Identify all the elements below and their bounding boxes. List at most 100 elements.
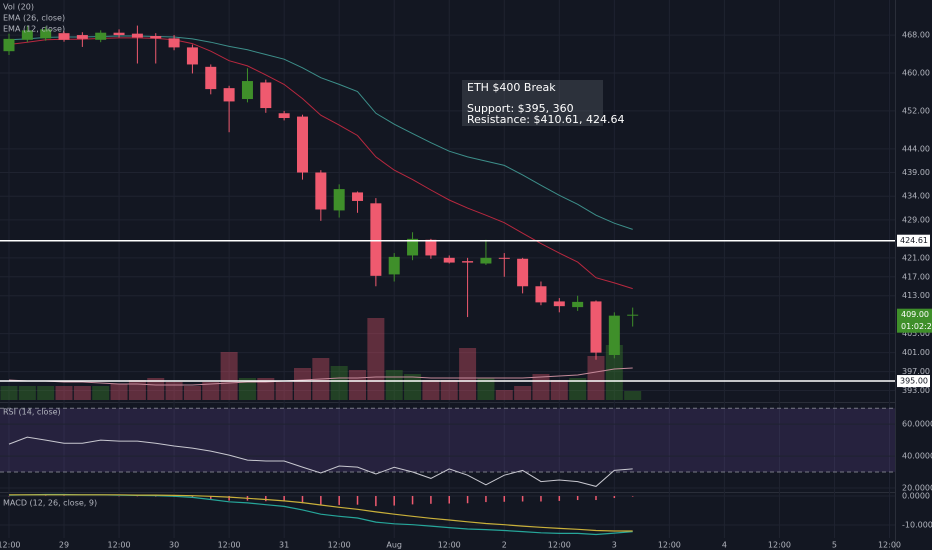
y-tick-label: 417.00 — [902, 272, 930, 281]
level-label: 395.00 — [900, 377, 928, 386]
volume-bar — [385, 370, 403, 400]
candle-body — [58, 33, 70, 40]
level-label-box — [897, 234, 930, 247]
x-tick-label: 12:00 — [438, 541, 461, 550]
y-tick-label: 439.00 — [902, 168, 930, 177]
volume-bar — [459, 348, 477, 400]
volume-bar — [147, 378, 165, 400]
candle-body — [113, 32, 125, 36]
y-tick-label: 397.00 — [902, 367, 930, 376]
volume-bar — [624, 391, 642, 400]
candle-body — [223, 88, 235, 102]
pane-label: RSI (14, close) — [3, 408, 61, 417]
pane-label: MACD (12, 26, close, 9) — [3, 499, 97, 508]
last-price-box — [897, 308, 932, 333]
y-tick-label: 393.00 — [902, 386, 930, 395]
y-tick-label: 476.00 — [902, 0, 930, 2]
volume-bar — [37, 386, 55, 400]
candle-body — [443, 257, 455, 263]
candle-body — [205, 66, 217, 90]
volume-bar — [587, 356, 605, 400]
candle-body — [480, 257, 492, 264]
candle-body — [535, 286, 547, 303]
volume-bar — [477, 378, 495, 400]
pane-label: ETH $400 Break — [467, 81, 556, 94]
candle-body — [517, 258, 529, 287]
candle-body — [370, 203, 382, 276]
candle-body — [260, 82, 272, 109]
macd-histogram-bar — [540, 495, 542, 502]
candle-body — [168, 38, 180, 48]
x-tick-label: 5 — [832, 541, 837, 550]
x-tick-label: 12:00 — [0, 541, 21, 550]
macd-histogram-bar — [393, 495, 395, 506]
volume-bar — [440, 380, 458, 400]
x-tick-label: 12:00 — [878, 541, 901, 550]
last-price-label: 409.00 — [901, 310, 929, 319]
macd-histogram-bar — [448, 495, 450, 504]
pane-label: EMA (26, close) — [3, 14, 65, 23]
x-tick-label: Aug — [386, 541, 402, 550]
macd-histogram-bar — [228, 495, 230, 501]
pane-label: Resistance: $410.61, 424.64 — [467, 113, 624, 126]
macd-histogram-bar — [430, 495, 432, 504]
volume-bar — [330, 366, 348, 400]
y-tick-label: -10.0000 — [902, 520, 932, 529]
macd-histogram-bar — [210, 495, 212, 500]
candle-body — [40, 29, 52, 39]
y-tick-label: 60.0000 — [902, 420, 932, 429]
rsi-band — [0, 408, 895, 473]
candle-body — [76, 35, 88, 39]
candle-body — [608, 315, 620, 355]
volume-bar — [128, 380, 146, 400]
ema-line — [8, 37, 633, 290]
volume-bar — [220, 352, 238, 400]
candle-body — [590, 301, 602, 353]
macd-histogram-bar — [576, 495, 579, 501]
y-tick-label: 421.00 — [902, 253, 930, 262]
y-tick-label: 468.00 — [902, 31, 930, 40]
macd-histogram-bar — [485, 495, 487, 503]
y-tick-label: 452.00 — [902, 106, 930, 115]
x-tick-label: 29 — [59, 541, 69, 550]
volume-bar — [275, 382, 293, 400]
y-tick-label: 0.0000 — [902, 491, 930, 500]
volume-bar — [293, 368, 311, 400]
pane-label: EMA (12, close) — [3, 25, 65, 34]
macd-histogram-bar — [503, 495, 506, 502]
candle-body — [407, 238, 419, 256]
y-tick-label: 460.00 — [902, 68, 930, 77]
y-tick-label: 434.00 — [902, 192, 930, 201]
candle-body — [425, 239, 437, 256]
volume-bar — [92, 386, 110, 400]
macd-histogram-bar — [466, 495, 469, 504]
macd-histogram-bar — [375, 495, 377, 507]
x-tick-label: 12:00 — [768, 541, 791, 550]
y-tick-label: 413.00 — [902, 291, 930, 300]
rsi-line — [8, 436, 633, 487]
macd-line — [9, 494, 633, 532]
pane-label: Vol (20) — [3, 3, 34, 12]
candle-body — [186, 47, 198, 65]
volume-bar — [514, 386, 532, 400]
volume-bar — [422, 380, 440, 400]
candle-body — [296, 116, 308, 173]
candle-body — [150, 36, 162, 39]
candle-body — [3, 38, 15, 52]
volume-bar — [238, 378, 256, 400]
macd-histogram-bar — [320, 495, 322, 506]
y-tick-label: 401.00 — [902, 348, 930, 357]
level-label: 424.61 — [900, 236, 928, 245]
x-tick-label: 2 — [502, 541, 507, 550]
candle-body — [95, 32, 107, 40]
y-tick-label: 405.00 — [902, 329, 930, 338]
macd-histogram-bar — [411, 495, 414, 505]
macd-histogram-bar — [595, 495, 597, 501]
volume-bar — [532, 374, 550, 400]
candle-body — [553, 301, 565, 307]
candle-body — [278, 113, 290, 119]
countdown-label: 01:02:25 — [901, 322, 932, 331]
candle-body — [572, 301, 584, 308]
y-tick-label: 444.00 — [902, 144, 930, 153]
